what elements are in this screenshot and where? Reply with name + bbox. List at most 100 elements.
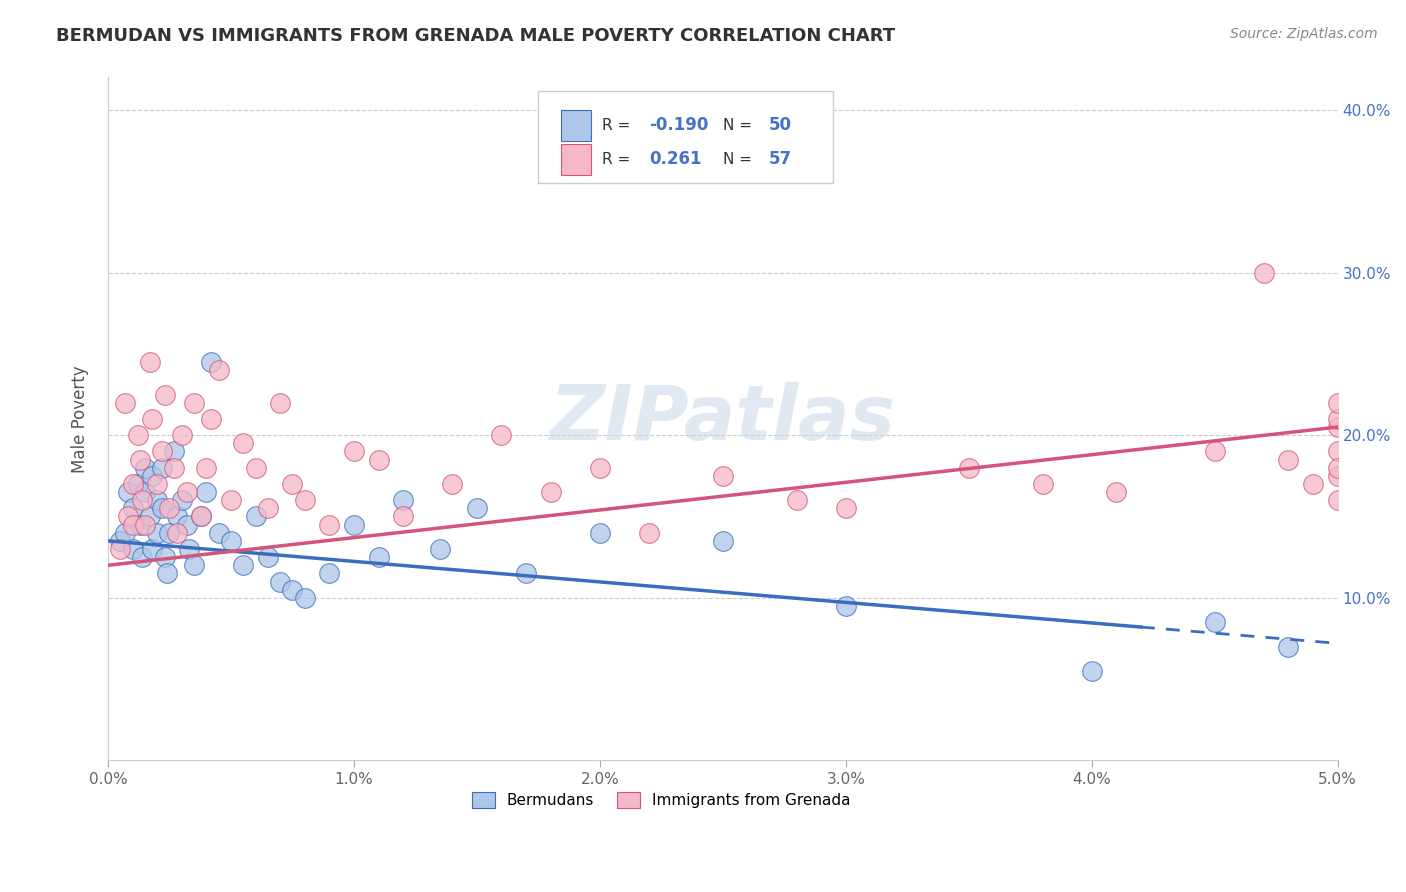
Point — [491, 428, 513, 442]
Point — [127, 477, 149, 491]
Point — [589, 460, 612, 475]
Point — [1326, 444, 1348, 458]
Point — [179, 541, 201, 556]
Point — [200, 355, 222, 369]
Text: 57: 57 — [768, 150, 792, 169]
Point — [166, 509, 188, 524]
Point — [1204, 615, 1226, 629]
Point — [294, 591, 316, 605]
Text: BERMUDAN VS IMMIGRANTS FROM GRENADA MALE POVERTY CORRELATION CHART: BERMUDAN VS IMMIGRANTS FROM GRENADA MALE… — [56, 27, 896, 45]
Point — [294, 493, 316, 508]
Point — [232, 558, 254, 573]
Point — [190, 509, 212, 524]
Point — [170, 493, 193, 508]
Point — [141, 541, 163, 556]
Point — [146, 493, 169, 508]
Point — [1080, 664, 1102, 678]
Point — [1105, 485, 1128, 500]
Point — [257, 550, 280, 565]
Point — [392, 509, 415, 524]
Text: R =: R = — [602, 118, 636, 133]
Point — [110, 541, 132, 556]
Point — [156, 566, 179, 581]
Point — [1326, 493, 1348, 508]
Point — [200, 412, 222, 426]
Point — [1326, 420, 1348, 434]
Point — [711, 468, 734, 483]
Point — [150, 460, 173, 475]
Point — [163, 460, 186, 475]
Text: Source: ZipAtlas.com: Source: ZipAtlas.com — [1230, 27, 1378, 41]
Point — [183, 395, 205, 409]
Point — [392, 493, 415, 508]
Point — [540, 485, 562, 500]
Point — [150, 501, 173, 516]
Point — [166, 525, 188, 540]
Point — [1277, 452, 1299, 467]
Point — [190, 509, 212, 524]
Point — [134, 485, 156, 500]
Point — [1277, 640, 1299, 654]
Point — [159, 525, 181, 540]
Point — [195, 485, 218, 500]
Point — [134, 517, 156, 532]
Legend: Bermudans, Immigrants from Grenada: Bermudans, Immigrants from Grenada — [465, 786, 858, 814]
Point — [367, 452, 389, 467]
Point — [131, 493, 153, 508]
Point — [465, 501, 488, 516]
Point — [117, 509, 139, 524]
Point — [1031, 477, 1053, 491]
Point — [208, 525, 231, 540]
Point — [515, 566, 537, 581]
Point — [146, 525, 169, 540]
Point — [176, 517, 198, 532]
Point — [219, 533, 242, 548]
Point — [121, 517, 143, 532]
Point — [114, 395, 136, 409]
Point — [114, 525, 136, 540]
FancyBboxPatch shape — [538, 91, 834, 183]
Point — [367, 550, 389, 565]
Point — [1302, 477, 1324, 491]
Point — [711, 533, 734, 548]
Text: N =: N = — [723, 118, 756, 133]
Point — [269, 395, 291, 409]
Point — [245, 509, 267, 524]
Point — [835, 599, 858, 613]
Point — [170, 428, 193, 442]
Point — [110, 533, 132, 548]
Point — [121, 477, 143, 491]
Point — [835, 501, 858, 516]
Point — [121, 541, 143, 556]
Point — [281, 582, 304, 597]
FancyBboxPatch shape — [561, 144, 592, 175]
Point — [441, 477, 464, 491]
Point — [786, 493, 808, 508]
Point — [232, 436, 254, 450]
Point — [318, 517, 340, 532]
Text: R =: R = — [602, 152, 636, 167]
Point — [429, 541, 451, 556]
Point — [208, 363, 231, 377]
Point — [153, 387, 176, 401]
Point — [141, 412, 163, 426]
Point — [139, 509, 162, 524]
Point — [131, 550, 153, 565]
Point — [1326, 412, 1348, 426]
Point — [245, 460, 267, 475]
Point — [589, 525, 612, 540]
Point — [1326, 395, 1348, 409]
Point — [269, 574, 291, 589]
Point — [153, 550, 176, 565]
Point — [121, 501, 143, 516]
Point — [117, 485, 139, 500]
Text: 50: 50 — [768, 117, 792, 135]
Point — [146, 477, 169, 491]
Point — [957, 460, 980, 475]
Point — [159, 501, 181, 516]
Point — [1204, 444, 1226, 458]
Text: 0.261: 0.261 — [650, 150, 702, 169]
Point — [139, 355, 162, 369]
Point — [163, 444, 186, 458]
Point — [129, 452, 152, 467]
